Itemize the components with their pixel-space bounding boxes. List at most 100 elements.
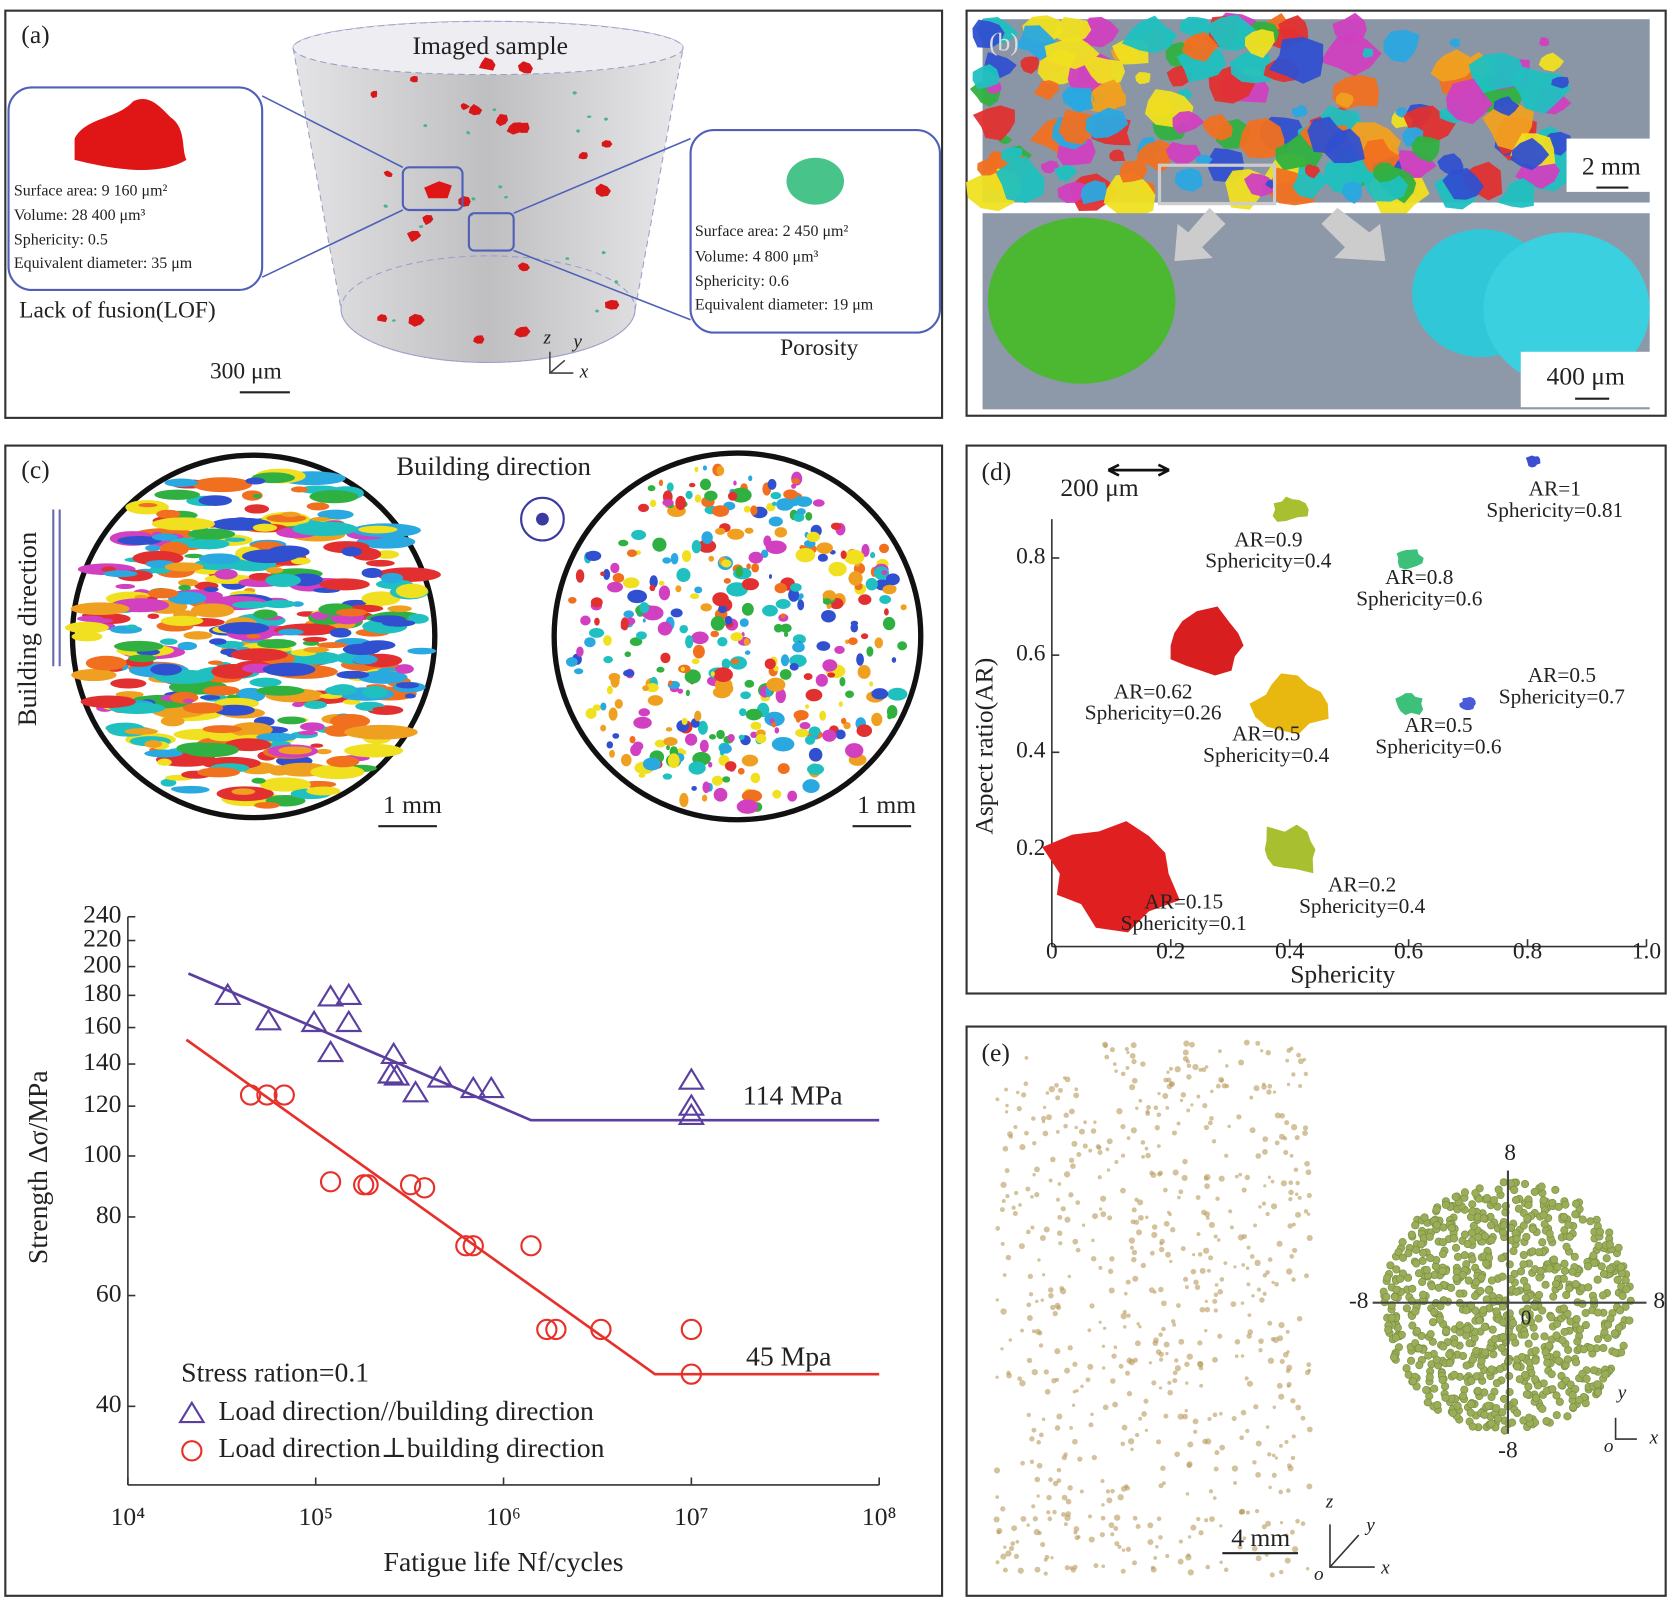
pore bbox=[1068, 1192, 1074, 1198]
pore bbox=[1277, 1335, 1284, 1342]
pore bbox=[1285, 1329, 1290, 1334]
defect bbox=[716, 465, 725, 476]
pore bbox=[1240, 1301, 1245, 1305]
pore bbox=[1209, 1516, 1215, 1522]
cylinder-bottom bbox=[340, 255, 636, 363]
pore bbox=[1480, 1322, 1489, 1331]
pore bbox=[1275, 133, 1323, 171]
x-value-label: Sphericity=0.7 bbox=[1499, 684, 1626, 708]
pore bbox=[1216, 1238, 1221, 1242]
pore bbox=[1138, 1325, 1142, 1329]
x-value-label: Sphericity=0.6 bbox=[1356, 587, 1483, 611]
data-point bbox=[401, 1080, 430, 1103]
pore bbox=[1199, 1306, 1206, 1313]
pore bbox=[1054, 1348, 1061, 1355]
pore bbox=[1017, 1567, 1024, 1574]
defect bbox=[702, 465, 707, 471]
pore bbox=[1306, 1483, 1313, 1490]
coordinate-label: 8 bbox=[1653, 1288, 1665, 1314]
pore bbox=[1244, 1174, 1251, 1181]
pore bbox=[1186, 1462, 1192, 1469]
pore bbox=[1133, 1219, 1140, 1225]
pore bbox=[1181, 1174, 1188, 1182]
pore bbox=[1085, 107, 1129, 139]
pore bbox=[1559, 1274, 1568, 1283]
pore bbox=[1540, 1332, 1549, 1341]
pore bbox=[1004, 1110, 1009, 1114]
pore bbox=[1214, 1283, 1219, 1287]
pore bbox=[1551, 76, 1569, 89]
pore bbox=[1524, 1413, 1534, 1422]
defect bbox=[600, 571, 605, 576]
pore bbox=[1177, 1195, 1181, 1200]
pore bbox=[1125, 1370, 1131, 1376]
pore bbox=[1033, 80, 1060, 101]
pore bbox=[1182, 1413, 1188, 1420]
pore bbox=[1602, 1254, 1611, 1263]
pore bbox=[1038, 1432, 1044, 1438]
defect bbox=[71, 669, 117, 682]
defect bbox=[590, 597, 603, 608]
pore bbox=[1269, 1572, 1275, 1578]
defect-blob bbox=[1396, 549, 1424, 570]
defect bbox=[585, 550, 602, 562]
pore bbox=[1294, 1135, 1300, 1141]
pore bbox=[1129, 1245, 1135, 1250]
pore bbox=[1474, 1194, 1484, 1203]
pore bbox=[1453, 1401, 1462, 1410]
pore bbox=[1555, 1397, 1564, 1406]
value-label: AR=0.62 bbox=[1114, 679, 1193, 703]
pore bbox=[1434, 1283, 1443, 1292]
defect bbox=[819, 710, 827, 721]
pore bbox=[1497, 1254, 1506, 1263]
pore bbox=[1581, 1321, 1590, 1330]
pore bbox=[1455, 1321, 1464, 1330]
pore bbox=[1109, 1256, 1115, 1262]
defect bbox=[377, 314, 388, 323]
pore bbox=[1120, 1187, 1126, 1194]
pore bbox=[1284, 1557, 1291, 1564]
pore bbox=[1306, 1362, 1312, 1368]
x-tick-label: 0.2 bbox=[1156, 938, 1185, 964]
defect bbox=[827, 672, 836, 678]
pore bbox=[1611, 1348, 1620, 1357]
pore bbox=[1161, 1326, 1166, 1332]
pore bbox=[1254, 1259, 1261, 1267]
pore bbox=[1467, 1228, 1476, 1237]
pore bbox=[1599, 1343, 1608, 1353]
defect bbox=[151, 533, 178, 541]
y-tick-label: 200 bbox=[83, 949, 121, 978]
pore bbox=[1162, 1092, 1169, 1100]
defect bbox=[606, 685, 613, 695]
pore bbox=[1035, 1299, 1039, 1304]
pore bbox=[1219, 1444, 1226, 1451]
pore bbox=[1411, 1221, 1420, 1230]
defect bbox=[791, 478, 800, 485]
pore bbox=[1030, 1225, 1035, 1230]
pore bbox=[1123, 1325, 1127, 1329]
pore bbox=[1169, 1259, 1173, 1264]
defect bbox=[630, 744, 642, 757]
defect bbox=[197, 767, 240, 778]
data-point bbox=[254, 1008, 283, 1031]
pore bbox=[1272, 1405, 1277, 1410]
pore bbox=[1038, 1343, 1044, 1348]
pore bbox=[1408, 1321, 1417, 1330]
defect bbox=[419, 225, 424, 229]
pore bbox=[1562, 1242, 1571, 1251]
pore bbox=[1044, 1388, 1051, 1395]
panel-c-frame bbox=[4, 444, 944, 1597]
pore-name: Porosity bbox=[780, 335, 858, 361]
pore bbox=[1548, 1198, 1557, 1207]
pore bbox=[1276, 1382, 1283, 1389]
defect bbox=[665, 727, 673, 732]
defect bbox=[780, 613, 786, 619]
defect bbox=[329, 627, 352, 638]
pore bbox=[1512, 1234, 1521, 1243]
scale-label: 300 μm bbox=[210, 358, 282, 384]
pore bbox=[1091, 1454, 1097, 1461]
pore bbox=[1593, 1380, 1602, 1389]
pore bbox=[1469, 1222, 1478, 1231]
pore bbox=[1023, 1081, 1029, 1087]
pore bbox=[1183, 1040, 1190, 1047]
